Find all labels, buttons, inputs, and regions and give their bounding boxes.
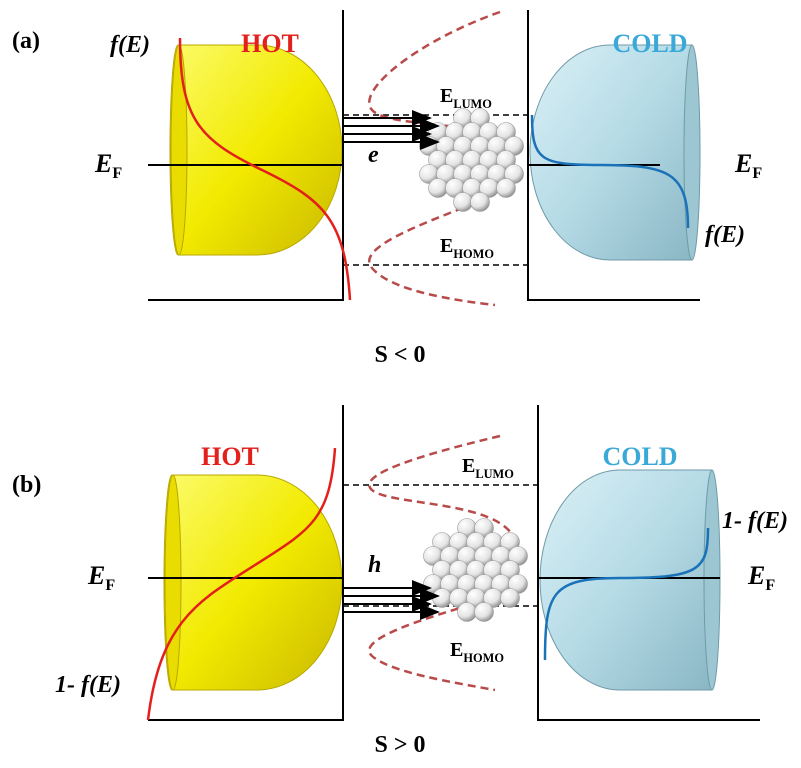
left-curve-label: f(E) (110, 32, 150, 58)
fermi-right-label-sub: F (765, 577, 775, 594)
hot-label: HOT (241, 29, 299, 58)
fermi-left-label-main: E (87, 561, 105, 590)
caption: S > 0 (374, 732, 425, 758)
left-curve-label: 1- f(E) (55, 672, 121, 698)
cold-electrode (530, 45, 692, 260)
homo-label: EHOMO (450, 639, 504, 665)
lumo-label-main: E (440, 85, 453, 107)
molecule-atom (471, 193, 490, 212)
fermi-right-label: EF (734, 149, 762, 182)
carrier-label: e (368, 142, 379, 168)
carrier-label: h (368, 552, 381, 578)
caption: S < 0 (374, 342, 425, 368)
molecule-atom (501, 589, 520, 608)
cold-electrode (540, 470, 712, 690)
molecule-atom (497, 179, 516, 198)
lumo-label: ELUMO (440, 85, 492, 111)
molecule-atom (454, 193, 473, 212)
lumo-label-sub: LUMO (453, 97, 492, 111)
homo-label-sub: HOMO (463, 651, 504, 665)
hot-electrode-face (165, 475, 181, 690)
cold-electrode-face (684, 45, 700, 260)
homo-label-main: E (450, 639, 463, 661)
lumo-label-main: E (462, 455, 475, 477)
fermi-right-label-main: E (747, 561, 765, 590)
cold-label: COLD (602, 442, 677, 471)
lumo-label-sub: LUMO (475, 467, 514, 481)
homo-label-main: E (440, 235, 453, 257)
fermi-right-label-main: E (734, 149, 752, 178)
cold-electrode-face (704, 470, 720, 690)
right-curve-label: f(E) (705, 222, 745, 248)
hot-label: HOT (201, 442, 259, 471)
lumo-label: ELUMO (462, 455, 514, 481)
molecule-atom (429, 179, 448, 198)
fermi-left-label: EF (94, 149, 122, 182)
hot-electrode (164, 475, 342, 690)
right-curve-label: 1- f(E) (722, 508, 788, 534)
cold-label: COLD (612, 29, 687, 58)
homo-label-sub: HOMO (453, 247, 494, 261)
panel-label: (a) (12, 28, 40, 54)
fermi-right-label: EF (747, 561, 775, 594)
fermi-left-label-main: E (94, 149, 112, 178)
fermi-left-label-sub: F (112, 165, 122, 182)
panel-label: (b) (12, 472, 41, 498)
molecule-atom (458, 603, 477, 622)
figure: (a)HOTCOLDf(E)f(E)ELUMOEHOMOEFEFeS < 0(b… (0, 0, 801, 768)
fermi-left-label-sub: F (105, 577, 115, 594)
molecule-atom (475, 603, 494, 622)
hot-electrode-face (171, 45, 187, 255)
hot-electrode (170, 45, 342, 255)
fermi-left-label: EF (87, 561, 115, 594)
molecule-atom (433, 589, 452, 608)
homo-label: EHOMO (440, 235, 494, 261)
fermi-right-label-sub: F (752, 165, 762, 182)
